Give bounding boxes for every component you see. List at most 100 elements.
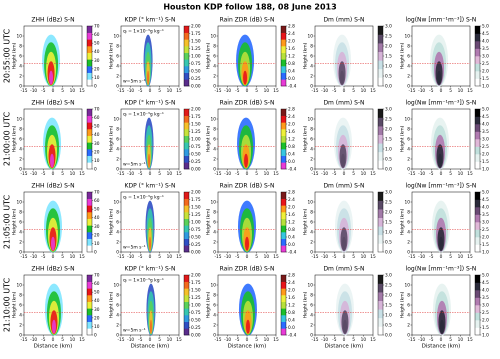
colorbar-segment — [184, 212, 189, 219]
y-tick-label: 4 — [213, 147, 216, 153]
colorbar-tick-label: 4.0 — [482, 288, 489, 294]
x-tick-label: 5 — [158, 171, 161, 177]
y-tick-label: 6 — [407, 137, 410, 143]
colorbar-tick-label: 0.00 — [191, 84, 201, 90]
panel-title: Rain ZDR (dB) S-N — [220, 183, 275, 190]
colorbar-segment — [378, 60, 383, 70]
x-axis-label: Distance (km) — [422, 344, 461, 350]
colorbar-tick-label: 2.0 — [482, 152, 489, 158]
colorbar-tick-label: 3.0 — [482, 220, 489, 226]
panel-title: Dm (mm) S-N — [323, 266, 364, 273]
colorbar-segment — [184, 315, 189, 322]
colorbar-tick-label: 1.5 — [482, 242, 489, 248]
colorbar-segment — [475, 237, 480, 245]
x-tick-label: 0 — [149, 254, 152, 260]
y-tick-label: 0 — [116, 84, 119, 90]
y-tick-label: 0 — [19, 84, 22, 90]
colorbar-segment — [281, 238, 286, 246]
y-tick-label: 4 — [407, 64, 410, 70]
y-tick-label: 2 — [116, 323, 119, 329]
y-tick-label: 8 — [213, 210, 216, 216]
echo-region — [50, 153, 55, 168]
y-tick-label: 4 — [310, 147, 313, 153]
colorbar-segment — [87, 149, 92, 156]
colorbar-tick-label: 10 — [94, 241, 100, 247]
colorbar-segment — [87, 198, 92, 206]
x-tick-label: -15 — [408, 254, 415, 260]
y-tick-label: 10 — [211, 117, 217, 123]
panel-title: Dm (mm) S-N — [323, 183, 364, 190]
x-tick-label: 10 — [70, 88, 76, 94]
x-tick-label: -5 — [429, 254, 434, 260]
colorbar-tick-label: 2.0 — [385, 127, 392, 133]
y-axis-label: Height (km) — [206, 291, 212, 318]
colorbar-segment — [184, 59, 189, 67]
y-tick-label: 0 — [213, 84, 216, 90]
colorbar-tick-label: 2.00 — [191, 107, 201, 113]
echo-region — [245, 319, 250, 334]
colorbar-segment — [184, 192, 189, 199]
x-tick-label: 15 — [273, 171, 279, 177]
x-tick-label: 15 — [467, 337, 473, 343]
y-tick-label: 6 — [19, 54, 22, 60]
colorbar-tick-label: 1.0 — [482, 167, 489, 173]
y-tick-label: 10 — [405, 117, 411, 123]
y-tick-label: 8 — [310, 44, 313, 50]
y-tick-label: 10 — [405, 200, 411, 206]
x-tick-label: -10 — [418, 337, 425, 343]
echo-region — [243, 70, 248, 85]
colorbar-tick-label: 2.0 — [482, 235, 489, 241]
colorbar-tick-label: 1.50 — [191, 205, 201, 211]
colorbar-segment — [378, 34, 383, 44]
y-tick-label: 8 — [19, 127, 22, 133]
x-tick-label: 10 — [361, 337, 367, 343]
y-tick-label: 10 — [114, 200, 120, 206]
colorbar-tick-label: 1.2 — [288, 137, 295, 143]
x-tick-label: -5 — [429, 88, 434, 94]
y-tick-label: 0 — [213, 250, 216, 256]
colorbar-segment — [378, 300, 383, 310]
colorbar-segment — [281, 301, 286, 309]
colorbar-tick-label: 70 — [94, 273, 100, 279]
colorbar-segment — [87, 129, 92, 136]
colorbar-tick-label: 2.00 — [191, 190, 201, 196]
colorbar-segment — [475, 214, 480, 223]
colorbar-segment — [378, 143, 383, 153]
x-tick-label: 15 — [370, 254, 376, 260]
colorbar-tick-label: -0.4 — [288, 250, 297, 256]
colorbar-segment — [378, 226, 383, 236]
x-tick-label: 10 — [458, 254, 464, 260]
colorbar-segment — [475, 282, 480, 291]
y-tick-label: 0 — [407, 167, 410, 173]
colorbar-segment — [378, 234, 383, 244]
echo-region — [438, 153, 443, 168]
colorbar-segment — [87, 232, 92, 239]
x-tick-label: 5 — [158, 254, 161, 260]
y-tick-label: 4 — [213, 230, 216, 236]
x-tick-label: 15 — [176, 88, 182, 94]
y-axis-label: Height (km) — [12, 42, 18, 69]
y-tick-label: 8 — [116, 127, 119, 133]
colorbar-tick-label: 0.8 — [288, 61, 295, 67]
colorbar-tick-label: 1.2 — [288, 303, 295, 309]
colorbar-segment — [475, 63, 480, 72]
colorbar-segment — [475, 229, 480, 238]
colorbar-segment — [281, 46, 286, 53]
colorbar-tick-label: 60 — [94, 32, 100, 38]
y-axis-label: Height (km) — [12, 125, 18, 152]
x-tick-label: -15 — [311, 171, 318, 177]
x-tick-label: -5 — [235, 88, 240, 94]
echo-region — [149, 236, 151, 251]
x-axis-label: Distance (km) — [131, 344, 170, 350]
colorbar-tick-label: 4.5 — [482, 197, 489, 203]
colorbar-tick-label: 1.5 — [385, 137, 392, 143]
colorbar-segment — [475, 33, 480, 42]
colorbar-segment — [87, 301, 92, 309]
colorbar-tick-label: 3.0 — [482, 137, 489, 143]
colorbar-segment — [378, 200, 383, 210]
colorbar-segment — [378, 68, 383, 78]
x-tick-label: -15 — [408, 337, 415, 343]
colorbar-frame — [86, 274, 93, 336]
x-tick-label: -5 — [332, 337, 337, 343]
